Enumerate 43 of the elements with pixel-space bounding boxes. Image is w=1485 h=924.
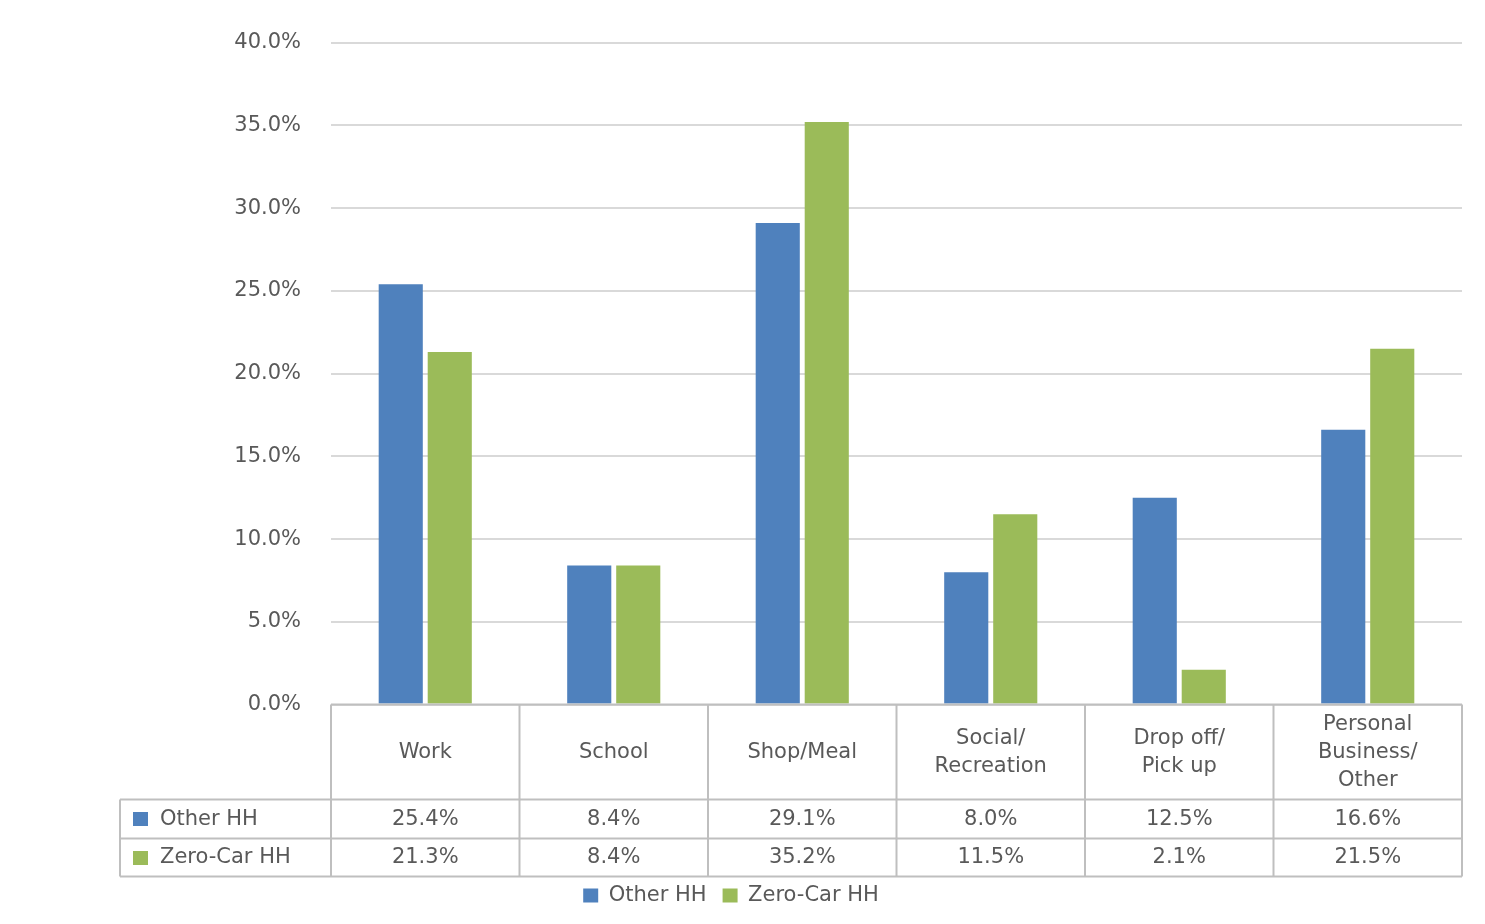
data-label: 16.6% [1334, 805, 1402, 830]
x-tick-label: Work [398, 738, 453, 763]
y-tick-label: 35.0% [234, 111, 301, 136]
x-tick-label: Shop/Meal [747, 738, 858, 763]
bar [755, 223, 800, 704]
data-label: 8.4% [587, 805, 641, 830]
bar [1321, 429, 1366, 704]
y-tick-label: 25.0% [234, 277, 301, 302]
legend-label: Zero-Car HH [748, 881, 879, 906]
y-tick-label: 20.0% [234, 360, 301, 385]
data-label: 21.3% [391, 844, 459, 869]
y-tick-label: 15.0% [234, 442, 301, 467]
data-label: 29.1% [768, 805, 836, 830]
x-tick-label: School [578, 738, 649, 763]
bar [378, 284, 423, 704]
y-tick-label: 0.0% [247, 691, 301, 716]
y-tick-label: 5.0% [247, 608, 301, 633]
bar [616, 565, 661, 704]
bar [1370, 348, 1415, 704]
text: Zero-Car HH [160, 844, 291, 869]
data-label: 25.4% [391, 805, 459, 830]
data-label: 11.5% [957, 844, 1025, 869]
text: Other HH [608, 881, 707, 906]
data-label: 35.2% [768, 844, 836, 869]
bar [993, 514, 1038, 704]
bar [1132, 497, 1177, 704]
bar [944, 572, 989, 704]
y-tick-label: 10.0% [234, 525, 301, 550]
data-label: 12.5% [1145, 805, 1213, 830]
bar [567, 565, 612, 704]
x-tick-label: Personal Business/ Other [1317, 710, 1419, 791]
data-label: 8.0% [964, 805, 1018, 830]
bar [1181, 669, 1226, 704]
data-label: 8.4% [587, 844, 641, 869]
y-tick-label: 40.0% [234, 29, 301, 54]
bar [804, 122, 849, 704]
legend-label: Other HH [160, 805, 258, 830]
y-tick-label: 30.0% [234, 194, 301, 219]
bar [427, 352, 472, 704]
data-label: 21.5% [1334, 844, 1402, 869]
data-label: 2.1% [1152, 844, 1206, 869]
x-tick-label: Drop off/ Pick up [1133, 724, 1226, 777]
x-tick-label: Social/ Recreation [934, 724, 1047, 777]
